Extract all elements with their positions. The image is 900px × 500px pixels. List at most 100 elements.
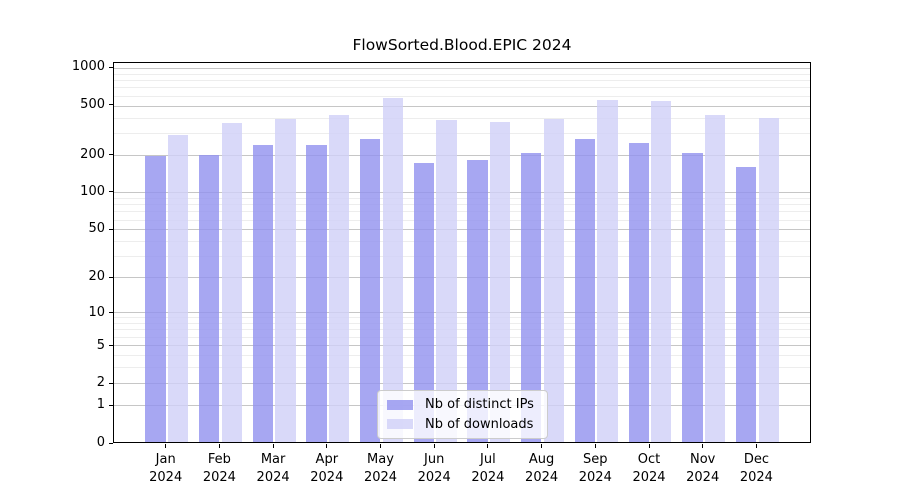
gridline-major bbox=[114, 312, 810, 314]
legend-swatch-downloads bbox=[387, 419, 413, 430]
y-tick-label: 200 bbox=[80, 146, 105, 162]
bar-downloads-oct bbox=[651, 100, 672, 442]
bar-distinct-ips-mar bbox=[252, 145, 273, 442]
gridline-minor bbox=[114, 211, 810, 213]
y-tick-mark bbox=[109, 191, 113, 193]
y-tick-mark bbox=[109, 345, 113, 347]
bar-distinct-ips-apr bbox=[306, 145, 327, 442]
x-tick-label: Dec 2024 bbox=[739, 452, 773, 485]
bar-distinct-ips-jan bbox=[145, 156, 166, 442]
y-tick-mark bbox=[109, 404, 113, 406]
bar-distinct-ips-may bbox=[360, 138, 381, 442]
bar-downloads-nov bbox=[704, 115, 726, 442]
gridline-minor bbox=[114, 317, 810, 319]
bar-distinct-ips-nov bbox=[682, 152, 703, 442]
y-tick-mark bbox=[109, 442, 113, 444]
bar-downloads-jan bbox=[167, 135, 189, 442]
gridline-minor bbox=[114, 323, 810, 325]
bar-distinct-ips-jul bbox=[467, 159, 488, 442]
plot-area bbox=[113, 62, 811, 443]
x-tick-label: Oct 2024 bbox=[632, 452, 666, 485]
legend-label-downloads: Nb of downloads bbox=[425, 416, 534, 432]
gridline-major bbox=[114, 105, 810, 107]
gridline-minor bbox=[114, 133, 810, 135]
gridline-major bbox=[114, 345, 810, 347]
gridline-minor bbox=[114, 219, 810, 221]
gridline-major bbox=[114, 277, 810, 279]
y-tick-mark bbox=[109, 276, 113, 278]
x-tick-label: Sep 2024 bbox=[578, 452, 612, 485]
y-tick-label: 10 bbox=[88, 304, 105, 320]
gridline-minor bbox=[114, 367, 810, 368]
legend-swatch-distinct-ips bbox=[387, 399, 413, 410]
y-tick-mark bbox=[109, 104, 113, 106]
bar-distinct-ips-dec bbox=[735, 167, 757, 442]
y-tick-label: 50 bbox=[88, 221, 105, 237]
x-tick-mark bbox=[755, 444, 757, 448]
y-tick-label: 1 bbox=[96, 397, 105, 413]
y-tick-mark bbox=[109, 154, 113, 155]
x-tick-mark bbox=[218, 444, 220, 448]
gridline-minor bbox=[114, 256, 810, 258]
bar-distinct-ips-aug bbox=[521, 153, 542, 442]
x-tick-mark bbox=[165, 444, 167, 448]
y-tick-label: 100 bbox=[80, 183, 105, 199]
bar-distinct-ips-feb bbox=[198, 154, 220, 442]
y-tick-label: 5 bbox=[96, 337, 105, 353]
y-tick-mark bbox=[109, 312, 113, 314]
gridline-major bbox=[114, 382, 810, 384]
x-tick-mark bbox=[326, 444, 328, 448]
gridline-minor bbox=[114, 241, 810, 243]
bar-downloads-sep bbox=[597, 100, 618, 442]
x-tick-mark bbox=[487, 444, 489, 448]
y-tick-label: 2 bbox=[96, 375, 105, 391]
bar-distinct-ips-sep bbox=[574, 138, 596, 442]
gridline-minor bbox=[114, 73, 810, 75]
bar-downloads-jun bbox=[436, 119, 457, 442]
bar-downloads-apr bbox=[328, 115, 350, 442]
gridline-minor bbox=[114, 80, 810, 82]
y-tick-mark bbox=[109, 228, 113, 230]
legend-label-distinct-ips: Nb of distinct IPs bbox=[425, 397, 534, 413]
x-tick-mark bbox=[380, 444, 381, 448]
gridline-major bbox=[114, 192, 810, 194]
gridline-minor bbox=[114, 197, 810, 199]
gridline-minor bbox=[114, 87, 810, 89]
gridline-major bbox=[114, 229, 810, 231]
x-tick-mark bbox=[648, 444, 650, 448]
x-tick-mark bbox=[702, 444, 704, 448]
x-tick-label: Aug 2024 bbox=[525, 452, 559, 485]
legend: Nb of distinct IPs Nb of downloads bbox=[377, 390, 548, 439]
x-tick-label: Nov 2024 bbox=[686, 452, 720, 485]
gridline-minor bbox=[114, 336, 810, 338]
y-tick-label: 0 bbox=[96, 435, 105, 450]
x-tick-mark bbox=[272, 444, 274, 448]
y-tick-label: 20 bbox=[88, 269, 105, 285]
x-tick-label: Jun 2024 bbox=[417, 452, 451, 485]
gridline-major bbox=[114, 68, 810, 70]
bar-downloads-jul bbox=[490, 122, 511, 442]
y-tick-label: 500 bbox=[80, 96, 105, 112]
y-tick-mark bbox=[109, 382, 113, 384]
bar-downloads-aug bbox=[543, 119, 565, 442]
gridline-minor bbox=[114, 117, 810, 119]
y-tick-label: 1000 bbox=[71, 59, 105, 75]
x-tick-label: Jul 2024 bbox=[471, 452, 505, 485]
chart-title: FlowSorted.Blood.EPIC 2024 bbox=[352, 36, 572, 54]
gridline-minor bbox=[114, 204, 810, 206]
x-tick-label: Apr 2024 bbox=[310, 452, 344, 485]
legend-row-distinct-ips: Nb of distinct IPs bbox=[387, 397, 538, 412]
bar-downloads-dec bbox=[758, 117, 779, 442]
legend-row-downloads: Nb of downloads bbox=[387, 417, 538, 432]
gridline-minor bbox=[114, 354, 810, 356]
bar-downloads-mar bbox=[275, 119, 296, 442]
bar-distinct-ips-jun bbox=[413, 163, 435, 442]
bar-distinct-ips-oct bbox=[628, 143, 649, 442]
bar-downloads-may bbox=[382, 97, 403, 442]
gridline-minor bbox=[114, 95, 810, 97]
x-tick-label: Jan 2024 bbox=[149, 452, 183, 485]
x-tick-label: Mar 2024 bbox=[256, 452, 290, 485]
gridline-minor bbox=[114, 329, 810, 331]
x-tick-mark bbox=[541, 444, 543, 448]
